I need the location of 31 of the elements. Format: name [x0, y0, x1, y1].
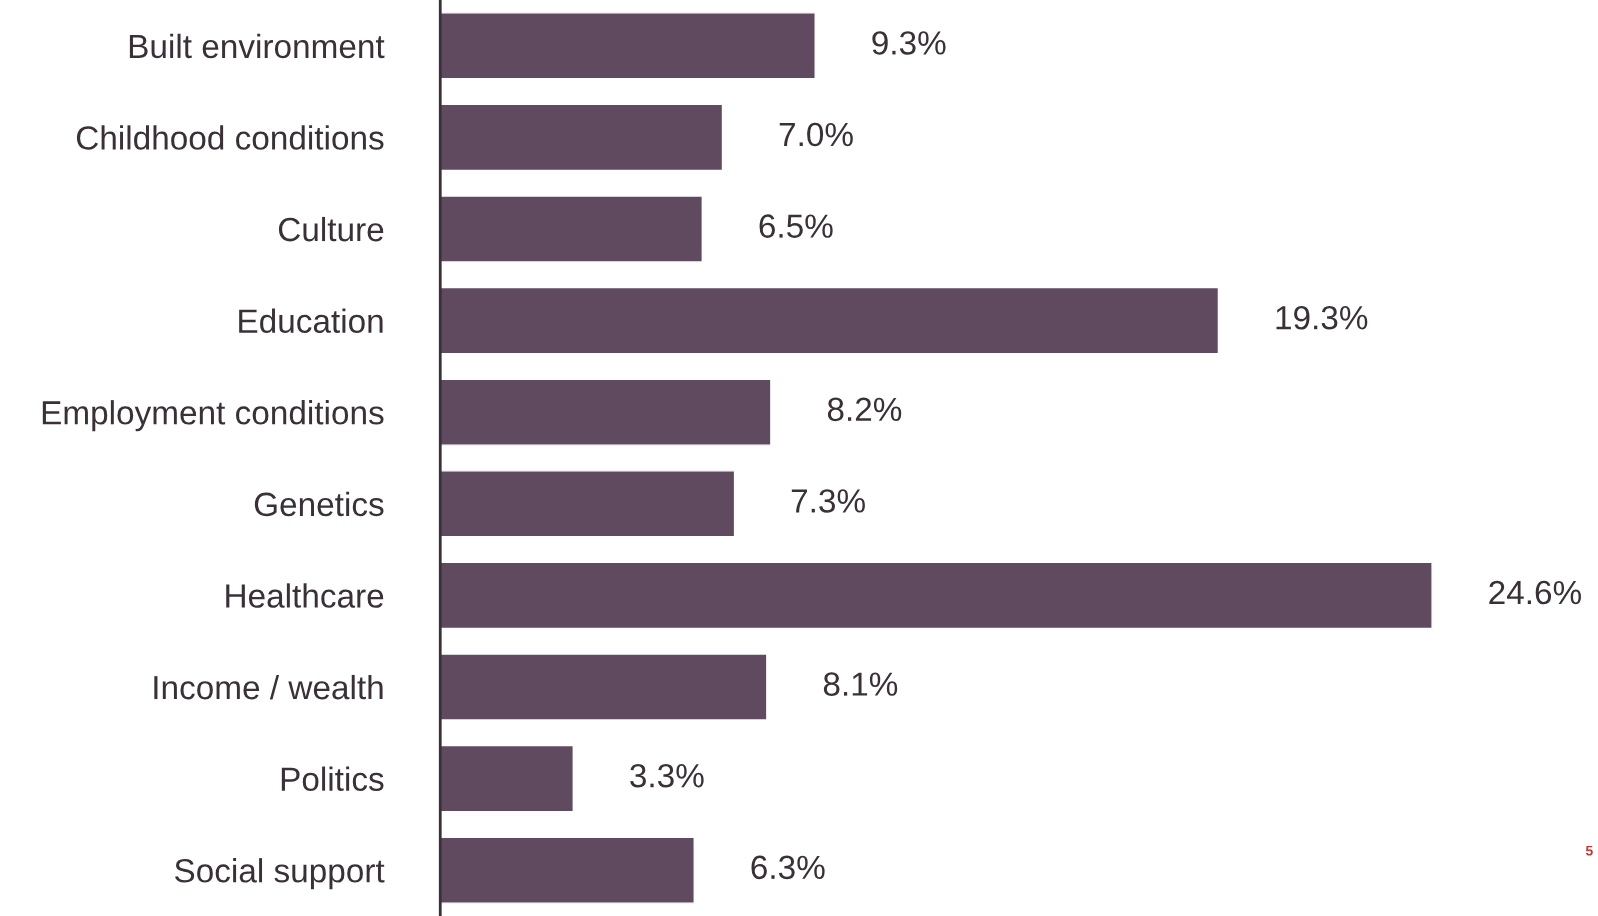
text: 5: [1585, 845, 1593, 856]
y-tick-label: Culture: [278, 216, 384, 242]
data-label: 3.3%: [630, 763, 704, 788]
data-label: 8.2%: [827, 397, 902, 422]
y-tick-label: Education: [239, 308, 383, 334]
bar: [440, 836, 695, 904]
bar: [440, 653, 768, 721]
bar: [440, 195, 704, 263]
y-tick-label: Childhood conditions: [76, 125, 384, 150]
data-label: 7.3%: [791, 489, 865, 513]
data-label: 8.1%: [823, 672, 898, 696]
y-tick-label: Politics: [281, 766, 384, 792]
y-tick-label: Social support: [174, 858, 385, 890]
y-tick-label: Employment conditions: [42, 400, 384, 432]
bar: [440, 561, 1433, 630]
y-tick-label: Genetics: [254, 491, 384, 517]
bar: [440, 286, 1220, 355]
data-label: 7.0%: [779, 122, 853, 147]
bar: [440, 470, 736, 538]
y-tick-label: Healthcare: [226, 583, 384, 608]
data-label: 9.3%: [872, 31, 946, 55]
y-tick-label: Built environment: [129, 33, 385, 59]
bar: [440, 12, 816, 80]
bar: [440, 744, 574, 813]
bar: [440, 103, 724, 172]
y-tick-label: Income / wealth: [154, 674, 383, 700]
data-label: 24.6%: [1489, 580, 1581, 605]
data-label: 6.5%: [759, 214, 833, 238]
bar: [440, 378, 772, 446]
data-label: 6.3%: [751, 855, 825, 880]
data-label: 19.3%: [1276, 305, 1368, 330]
